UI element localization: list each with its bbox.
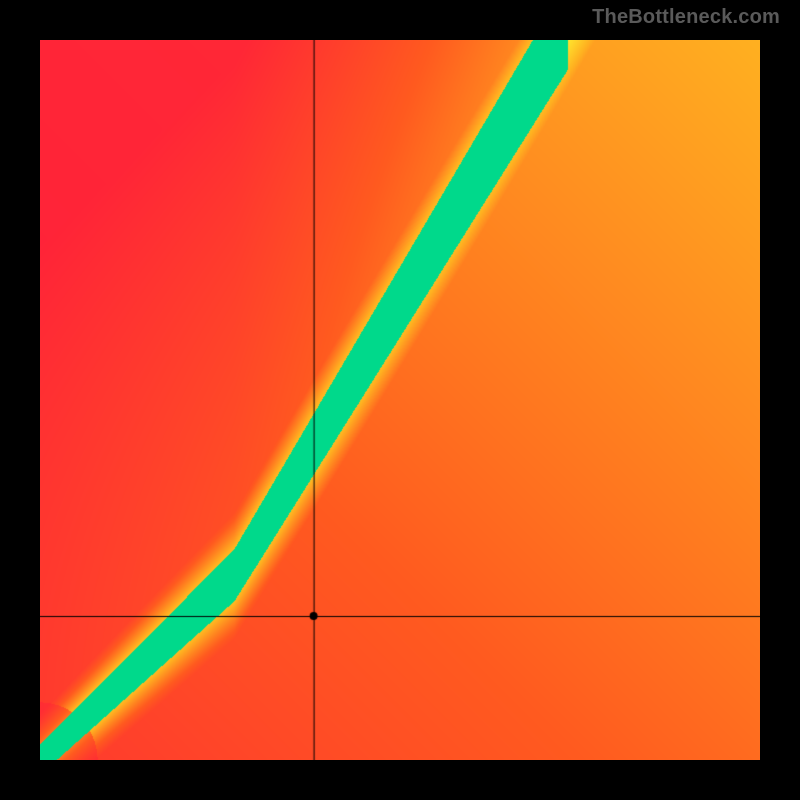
chart-container: TheBottleneck.com — [0, 0, 800, 800]
heatmap-plot — [40, 40, 760, 760]
watermark-label: TheBottleneck.com — [592, 6, 780, 29]
heatmap-canvas — [40, 40, 760, 760]
